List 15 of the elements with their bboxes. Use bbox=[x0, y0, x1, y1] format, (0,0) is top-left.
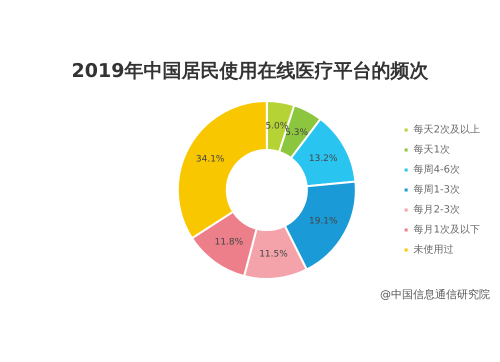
data-label: 5.3% bbox=[285, 128, 309, 138]
data-label: 11.5% bbox=[259, 250, 288, 260]
legend-label: 每天1次 bbox=[414, 144, 450, 156]
data-label: 34.1% bbox=[196, 154, 225, 164]
text: @中国信息通信研究院 bbox=[380, 287, 490, 302]
legend-label: 每月1次及以下 bbox=[414, 224, 480, 236]
data-label: 13.2% bbox=[308, 154, 338, 164]
data-label: 19.1% bbox=[308, 216, 338, 227]
chart-title: 2019年中国居民使用在线医疗平台的频次 bbox=[70, 59, 430, 84]
legend-label: 每周4-6次 bbox=[414, 164, 460, 176]
data-label: 11.8% bbox=[214, 238, 244, 248]
legend-label: 每月2-3次 bbox=[414, 204, 460, 216]
legend-label: 每天2次及以上 bbox=[414, 124, 480, 136]
legend-label: 每周1-3次 bbox=[414, 184, 460, 196]
legend-label: 未使用过 bbox=[414, 244, 454, 256]
